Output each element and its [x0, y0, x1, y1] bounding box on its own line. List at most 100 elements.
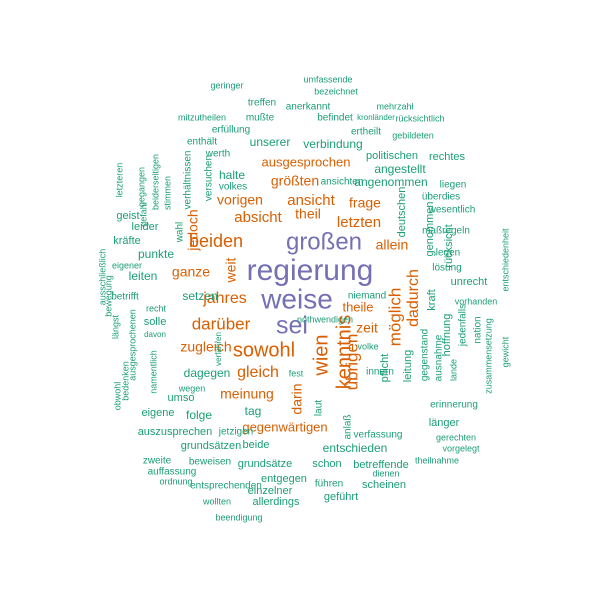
cloud-word: jetzigen	[218, 427, 253, 438]
cloud-word: angestellt	[374, 162, 426, 176]
cloud-word: vorigen	[217, 192, 263, 208]
cloud-word: werth	[205, 149, 230, 160]
cloud-word: volke	[357, 341, 378, 351]
cloud-word: betrifft	[111, 292, 139, 303]
cloud-word: grundsätzen	[181, 440, 242, 452]
cloud-word: verfassung	[354, 430, 403, 441]
cloud-word: entsprechenden	[190, 481, 262, 492]
cloud-word: unrecht	[451, 276, 488, 288]
cloud-word: bedenken	[120, 361, 130, 401]
cloud-word: hoffnung	[441, 314, 453, 357]
cloud-word: jahres	[202, 290, 247, 307]
cloud-word: anerkannt	[286, 102, 331, 113]
cloud-word: halte	[219, 168, 245, 182]
cloud-word: allerdings	[252, 496, 300, 508]
cloud-word: eigener	[112, 260, 142, 270]
cloud-word: theil	[295, 206, 321, 222]
cloud-word: allein	[376, 237, 409, 253]
cloud-word: entgegen	[261, 473, 307, 485]
cloud-word: ausgesprochenen	[127, 309, 137, 381]
cloud-word: nothwendigen	[297, 314, 353, 324]
cloud-word: zugleich	[180, 339, 231, 355]
cloud-word: ausschließlich	[97, 249, 107, 306]
cloud-word: letzteren	[114, 163, 124, 198]
cloud-word: führen	[315, 479, 343, 490]
cloud-word: angenommen	[354, 175, 427, 189]
cloud-word: rechtes	[429, 151, 466, 163]
cloud-word: gebildeten	[392, 130, 434, 140]
cloud-word: erinnerung	[430, 400, 478, 411]
cloud-word: leiten	[129, 269, 158, 283]
cloud-word: leider	[132, 221, 159, 233]
cloud-word: kräfte	[113, 235, 141, 247]
cloud-word: verhältnissen	[183, 151, 194, 210]
cloud-word: überdies	[422, 192, 460, 203]
cloud-word: größten	[271, 173, 319, 189]
cloud-word: großen	[286, 228, 362, 255]
cloud-word: wahl	[175, 222, 186, 244]
cloud-word: legen	[436, 248, 460, 259]
cloud-word: folge	[186, 408, 212, 422]
cloud-word: theile	[342, 299, 373, 314]
cloud-word: dagegen	[184, 366, 231, 380]
cloud-word: namentlich	[148, 350, 158, 394]
cloud-word: recht	[146, 303, 167, 313]
cloud-word: gleich	[237, 364, 279, 381]
cloud-word: letzten	[337, 214, 381, 231]
cloud-word: beiderseitigen	[150, 154, 160, 210]
cloud-word: mitzutheilen	[178, 112, 226, 122]
cloud-word: entschiedenheit	[500, 228, 510, 292]
cloud-word: dadurch	[405, 269, 422, 327]
cloud-word: zweite	[143, 456, 172, 467]
cloud-word: geführt	[324, 491, 358, 503]
cloud-word: deutschen	[396, 187, 408, 238]
cloud-word: dienen	[372, 468, 399, 478]
cloud-word: umso	[168, 392, 195, 404]
cloud-word: treffen	[248, 98, 276, 109]
cloud-word: verbindung	[303, 137, 362, 151]
cloud-word: sowohl	[233, 339, 295, 361]
cloud-word: unserer	[250, 135, 291, 149]
cloud-word: wollten	[202, 496, 231, 506]
cloud-word: tag	[245, 404, 262, 418]
cloud-word: laut	[314, 400, 325, 416]
cloud-word: beiden	[189, 231, 243, 251]
cloud-word: kenntnis	[333, 315, 355, 390]
cloud-word: möglich	[385, 288, 404, 347]
cloud-word: rücksicht	[443, 224, 455, 267]
cloud-word: zusammensetzung	[483, 318, 493, 394]
cloud-word: eigene	[141, 407, 174, 419]
cloud-word: übrigen	[342, 334, 361, 391]
cloud-word: enthält	[187, 137, 217, 148]
cloud-word: niemand	[348, 291, 386, 302]
cloud-word: einzelner	[248, 485, 293, 497]
cloud-word: beide	[243, 439, 270, 451]
cloud-word: jedoch	[185, 209, 201, 251]
cloud-word: ansichten	[321, 177, 364, 188]
cloud-word: verfahren	[214, 332, 223, 366]
cloud-word: leitung	[402, 350, 414, 382]
cloud-word: gegangen	[136, 167, 146, 207]
cloud-word: längst	[110, 315, 120, 340]
cloud-word: ansicht	[287, 192, 335, 209]
cloud-word: setzen	[182, 289, 217, 303]
cloud-word: ausgesprochen	[262, 154, 351, 169]
cloud-word: entschieden	[323, 441, 388, 455]
cloud-word: vorhanden	[455, 296, 498, 306]
cloud-word: gefahr	[138, 201, 148, 227]
cloud-word: darin	[289, 383, 305, 414]
cloud-word: wesentlich	[428, 205, 476, 216]
cloud-word: geist	[116, 210, 139, 222]
cloud-word: obwohl	[112, 382, 122, 411]
cloud-word: betreffende	[353, 459, 408, 471]
cloud-word: punkte	[138, 247, 174, 261]
cloud-word: gegenstand	[420, 329, 431, 381]
cloud-word: maßregeln	[422, 226, 470, 237]
cloud-word: geringer	[210, 80, 243, 90]
cloud-word: volkes	[219, 182, 247, 193]
cloud-word: weit	[223, 257, 239, 283]
cloud-word: jedenfalls	[458, 304, 469, 347]
cloud-word: erfüllung	[212, 125, 250, 136]
cloud-word: pflicht	[379, 354, 391, 383]
cloud-word: genommen	[424, 201, 436, 256]
